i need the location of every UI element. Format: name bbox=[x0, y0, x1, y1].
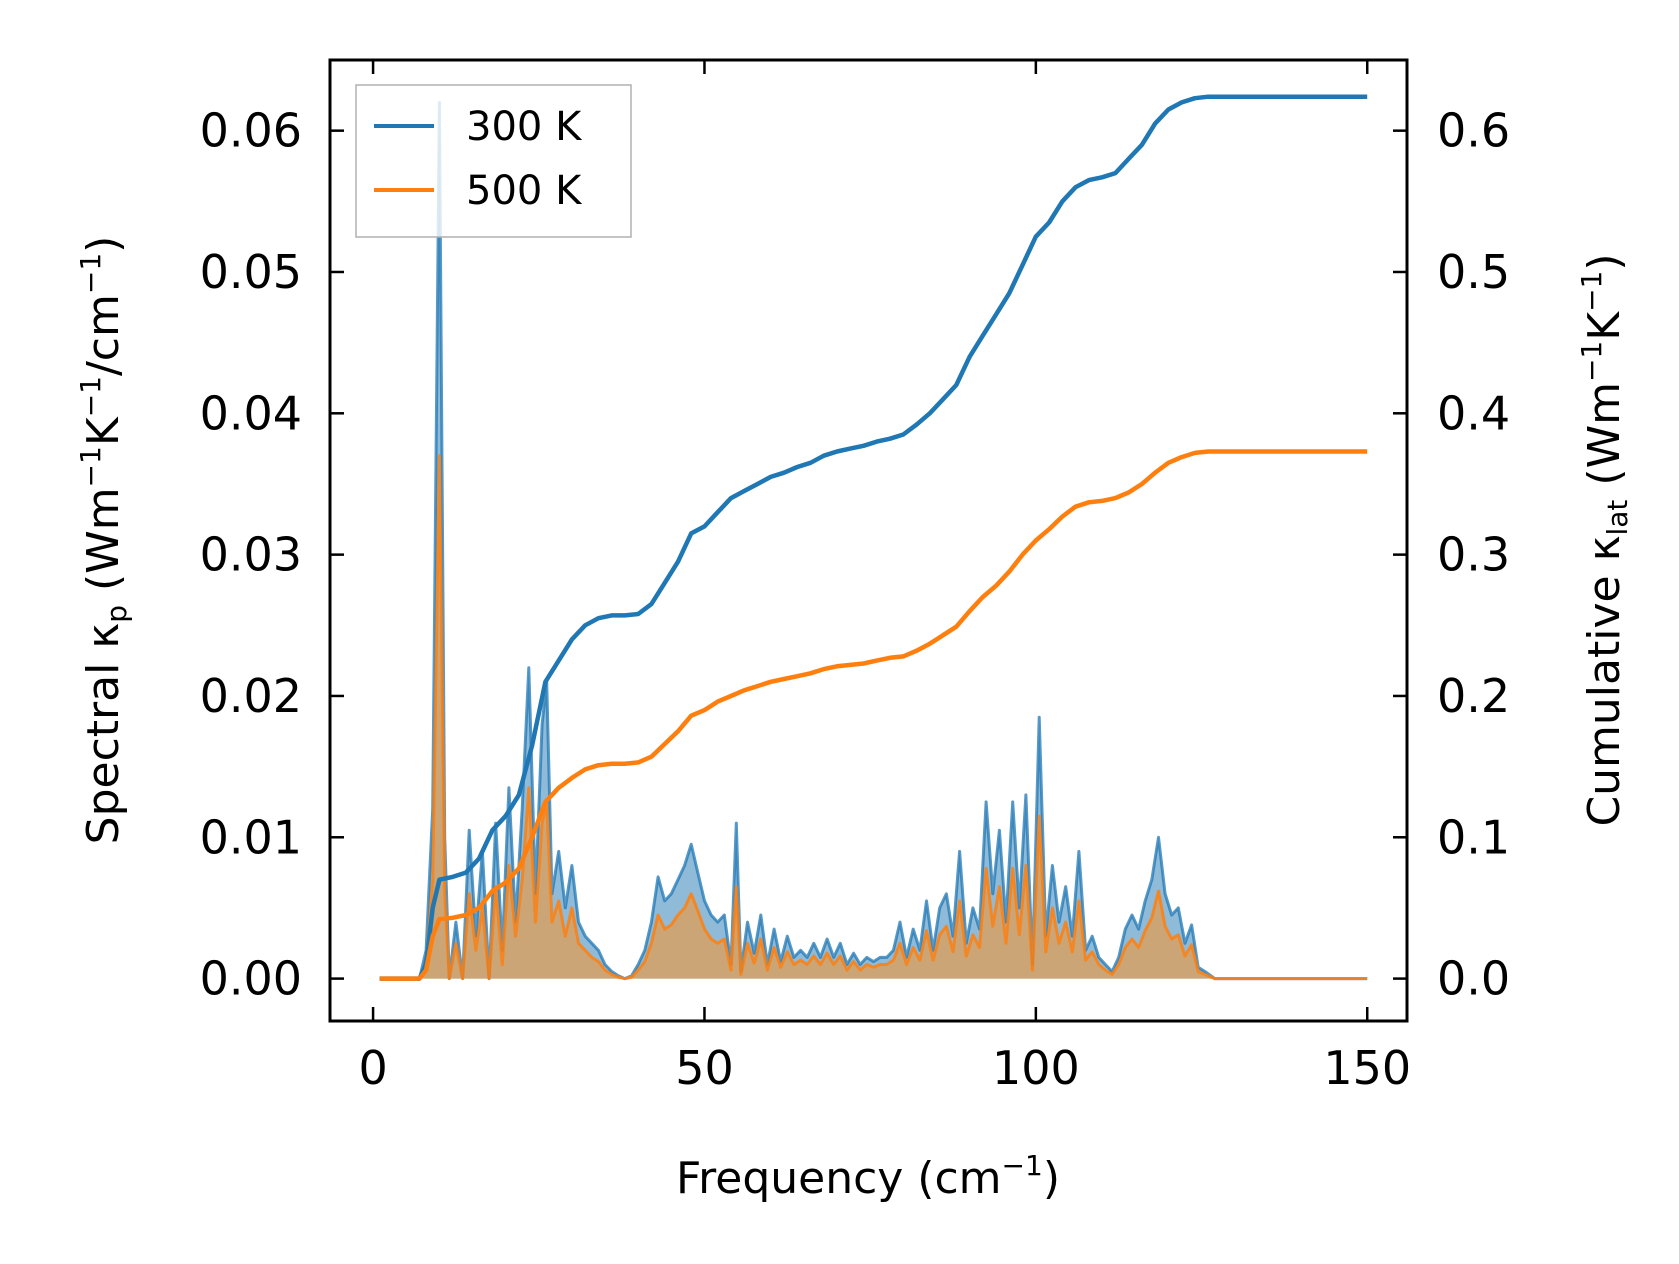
spectral-300k-line bbox=[379, 100, 1368, 981]
right-y-tick-label: 0.2 bbox=[1437, 669, 1510, 723]
legend-label-500k: 500 K bbox=[466, 168, 583, 214]
legend: 300 K 500 K bbox=[355, 84, 632, 238]
x-tick-label: 50 bbox=[675, 1041, 734, 1095]
right-y-tick-label: 0.4 bbox=[1437, 386, 1510, 440]
left-y-tick-label: 0.03 bbox=[200, 528, 302, 582]
cumulative-300k-line bbox=[379, 94, 1368, 981]
left-y-tick-label: 0.05 bbox=[200, 245, 302, 299]
right-y-axis-ticks: 0.0 0.1 0.2 0.3 0.4 0.5 0.6 bbox=[1393, 104, 1510, 1006]
left-y-tick-label: 0.06 bbox=[200, 104, 302, 158]
left-y-tick-label: 0.02 bbox=[200, 669, 302, 723]
left-y-tick-label: 0.01 bbox=[200, 810, 302, 864]
x-tick-label: 150 bbox=[1323, 1041, 1411, 1095]
x-axis-ticks: 0 50 100 150 bbox=[358, 60, 1411, 1095]
x-tick-label: 100 bbox=[992, 1041, 1080, 1095]
plot-frame bbox=[328, 58, 1409, 1023]
cumulative-500k-line bbox=[379, 449, 1368, 981]
x-axis-title: Frequency (cm−1) bbox=[676, 1149, 1060, 1204]
spectral-500k-line bbox=[379, 454, 1368, 981]
x-tick-label: 0 bbox=[358, 1041, 387, 1095]
right-y-axis-title: Cumulative κlat (Wm−1K−1) bbox=[1575, 253, 1634, 826]
legend-box bbox=[355, 84, 632, 238]
right-y-tick-label: 0.3 bbox=[1437, 528, 1510, 582]
right-y-tick-label: 0.1 bbox=[1437, 810, 1510, 864]
right-y-tick-label: 0.6 bbox=[1437, 104, 1510, 158]
legend-label-300k: 300 K bbox=[466, 104, 583, 150]
left-y-axis-title: Spectral κp (Wm−1K−1/cm−1) bbox=[74, 236, 133, 845]
right-y-tick-label: 0.0 bbox=[1437, 952, 1510, 1006]
series-lines bbox=[379, 94, 1368, 981]
left-y-tick-label: 0.00 bbox=[200, 952, 302, 1006]
left-y-tick-label: 0.04 bbox=[200, 386, 302, 440]
left-y-axis-ticks: 0.00 0.01 0.02 0.03 0.04 0.05 0.06 bbox=[200, 104, 344, 1006]
right-y-tick-label: 0.5 bbox=[1437, 245, 1510, 299]
